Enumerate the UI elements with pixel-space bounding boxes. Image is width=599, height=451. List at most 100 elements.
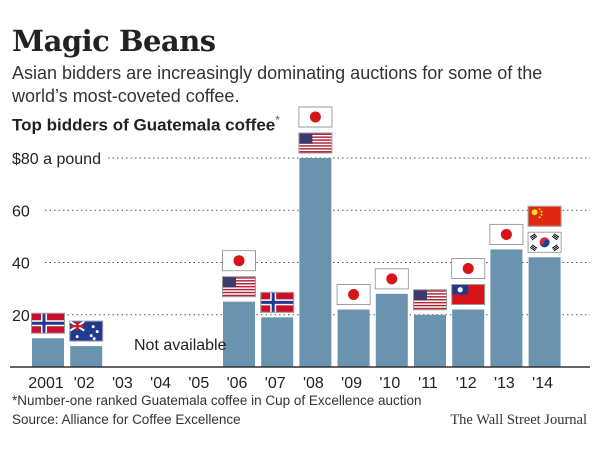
flag-trigram-bar: [531, 235, 538, 241]
flag-stripe: [414, 290, 446, 292]
bar-13: [528, 257, 561, 367]
flag-disc: [500, 228, 512, 240]
flag-trigram-bar: [553, 233, 560, 238]
flag-stripe: [299, 136, 332, 138]
flag-japan: [451, 258, 486, 280]
y-tick-label: 40: [12, 256, 30, 273]
flag-stripe: [299, 145, 332, 147]
bar-10: [414, 314, 446, 367]
flag-cross-h: [70, 325, 85, 328]
flag-disc: [233, 255, 245, 267]
x-tick-label: '08: [303, 375, 324, 392]
flag-disc: [462, 263, 474, 275]
flag-canton: [299, 133, 313, 144]
x-tick-label: '10: [379, 375, 400, 392]
flag-stripe: [299, 133, 332, 135]
flag-usa: [413, 289, 447, 311]
flag-japan: [222, 250, 256, 272]
y-tick-label: $80 a pound: [12, 151, 101, 168]
flag-stripe: [299, 142, 332, 144]
flag-trigram-bar: [529, 246, 536, 252]
bar-7: [299, 158, 332, 367]
flag-trigram-bar: [552, 245, 559, 250]
flag-norway: [31, 312, 65, 334]
bar-5: [223, 301, 255, 367]
flag-trigram-bar: [553, 246, 560, 252]
x-tick-label: '02: [74, 375, 95, 392]
flag-trigram: [529, 233, 538, 241]
flag-taegeuk-blue: [539, 239, 550, 248]
x-tick-label: '12: [456, 375, 477, 392]
x-tick-label: '11: [418, 375, 438, 392]
footnote: *Number-one ranked Guatemala coffee in C…: [12, 393, 422, 408]
bar-12: [490, 249, 523, 367]
flag-trigram-bar: [529, 233, 536, 238]
bar-0: [32, 338, 64, 367]
flag-usa: [222, 276, 256, 298]
flag-japan: [336, 284, 371, 306]
flag-stripe: [223, 288, 255, 291]
y-tick-label: 60: [12, 203, 30, 220]
flag-disc: [309, 111, 321, 123]
chart-heading-text: Top bidders of Guatemala coffee: [12, 115, 276, 135]
x-tick-label: '14: [532, 375, 553, 392]
bar-6: [261, 317, 294, 367]
flag-star: [91, 325, 95, 329]
flag-trigram: [551, 244, 560, 252]
flag-stripe: [414, 299, 446, 301]
flag-cross-h-inner: [32, 321, 64, 325]
flag-south-korea: [527, 231, 562, 253]
flag-disc: [386, 273, 398, 285]
x-tick-label: '06: [227, 375, 248, 392]
not-available-annotation: Not available: [134, 337, 227, 354]
flag-star: [75, 335, 79, 339]
flag-stripe: [223, 277, 255, 279]
bar-9: [375, 293, 408, 367]
bar-8: [337, 309, 370, 367]
flag-stripe: [414, 301, 446, 304]
flag-cross-h-inner: [261, 300, 294, 304]
flag-canton: [223, 277, 236, 288]
flag-stripe: [414, 293, 446, 295]
flag-star-big: [531, 209, 538, 216]
flag-trigram-bar: [551, 244, 558, 249]
flag-stripe: [223, 283, 255, 285]
flag-trigram-bar: [530, 245, 537, 250]
flag-trigram: [551, 233, 560, 241]
publisher-credit: The Wall Street Journal: [450, 412, 587, 428]
flag-stripe: [414, 296, 446, 298]
y-tick-label: 20: [12, 308, 30, 325]
flag-australia: [69, 320, 104, 342]
flag-stripe: [223, 294, 255, 297]
flag-stripe: [414, 304, 446, 307]
x-tick-label: '04: [150, 375, 171, 392]
bar-11: [452, 309, 485, 367]
flag-japan: [298, 106, 333, 128]
flag-taiwan: [451, 284, 486, 306]
flag-star-small: [540, 210, 543, 213]
source-note: Source: Alliance for Coffee Excellence: [12, 412, 241, 427]
flag-china: [527, 205, 562, 227]
flag-stripe: [223, 280, 255, 282]
flag-stripe: [223, 291, 255, 294]
flag-star: [92, 337, 96, 341]
flag-stripe: [223, 285, 255, 288]
x-tick-label: '13: [494, 375, 515, 392]
flag-trigram-bar: [531, 244, 538, 249]
flag-stripe: [299, 139, 332, 141]
flag-stripe: [299, 151, 332, 153]
x-tick-label: '07: [265, 375, 286, 392]
flag-trigram-bar: [530, 234, 537, 239]
x-tick-label: '03: [112, 375, 133, 392]
footnote-marker: *: [275, 113, 280, 127]
bar-1: [70, 346, 103, 367]
flag-japan: [374, 268, 409, 290]
flag-stripe: [299, 148, 332, 150]
flag-norway: [260, 291, 295, 313]
flag-star-small: [538, 216, 541, 219]
flag-trigram-bar: [551, 235, 558, 241]
x-tick-label: '05: [188, 375, 209, 392]
flag-japan: [489, 223, 524, 245]
flag-canton: [414, 290, 427, 301]
